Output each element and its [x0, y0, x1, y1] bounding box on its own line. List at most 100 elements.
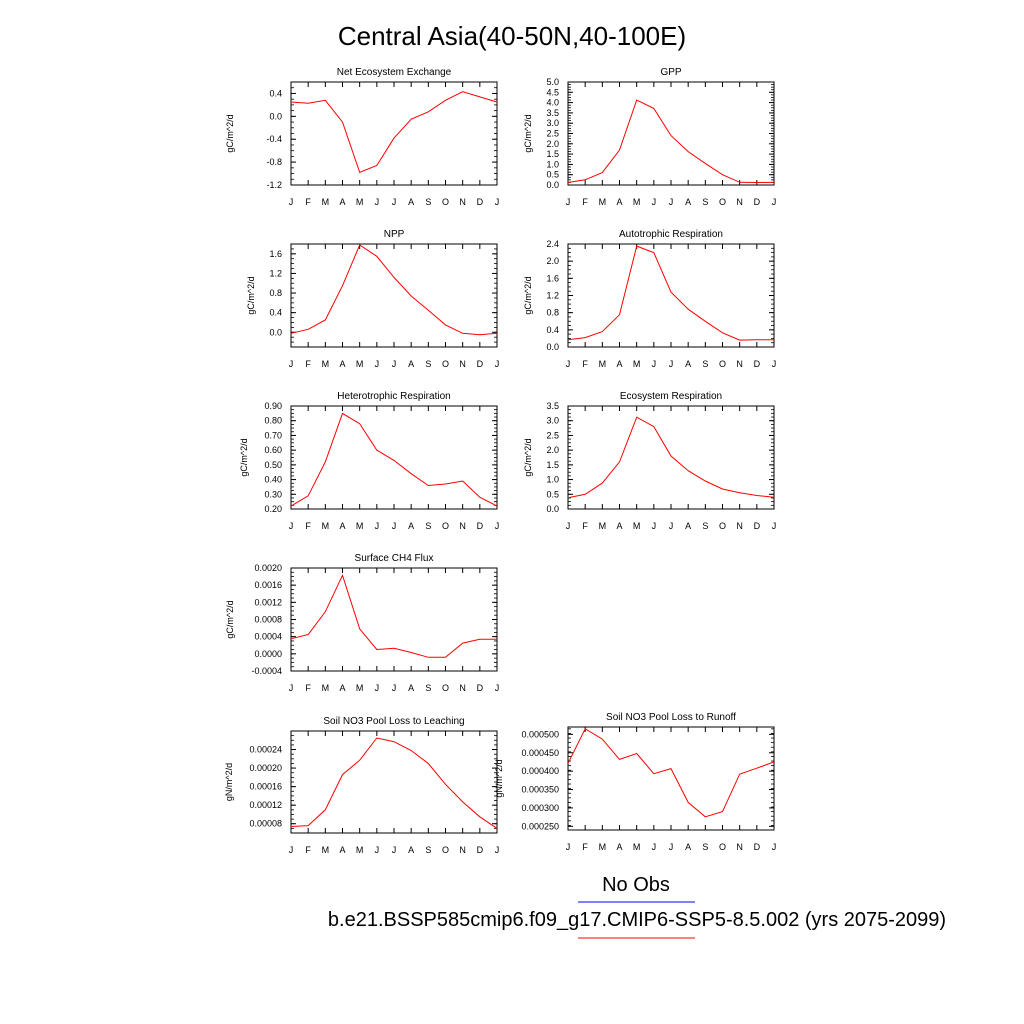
x-tick-label: A	[616, 359, 622, 369]
panel-title: Surface CH4 Flux	[355, 553, 434, 564]
x-tick-label: M	[599, 521, 607, 531]
x-tick-label: S	[425, 683, 431, 693]
x-tick-label: O	[442, 845, 449, 855]
x-tick-label: F	[305, 845, 311, 855]
x-tick-label: A	[339, 359, 345, 369]
y-tick-label: 0.0	[269, 327, 282, 337]
x-tick-label: M	[322, 521, 330, 531]
y-axis-label: gN/m^2/d	[494, 759, 504, 797]
y-tick-label: 0.0020	[254, 563, 282, 573]
y-tick-label: 2.0	[546, 445, 559, 455]
x-tick-label: O	[442, 521, 449, 531]
y-tick-label: 0.40	[264, 475, 282, 485]
legend: No Obs b.e21.BSSP585cmip6.f09_g17.CMIP6-…	[328, 874, 946, 939]
x-tick-label: J	[289, 197, 294, 207]
x-tick-label: O	[719, 842, 726, 852]
x-tick-label: A	[685, 842, 691, 852]
y-tick-label: 0.0	[546, 342, 559, 352]
x-tick-label: J	[375, 197, 380, 207]
x-tick-label: J	[652, 842, 657, 852]
x-tick-label: J	[772, 842, 777, 852]
y-axis-label: gN/m^2/d	[224, 763, 234, 801]
y-axis-label: gC/m^2/d	[523, 276, 533, 314]
x-tick-label: D	[754, 521, 761, 531]
y-tick-label: 3.5	[546, 401, 559, 411]
x-tick-label: D	[477, 197, 484, 207]
x-tick-label: M	[322, 845, 330, 855]
x-tick-label: J	[495, 359, 500, 369]
x-tick-label: O	[442, 359, 449, 369]
y-tick-label: 4.0	[546, 98, 559, 108]
y-tick-label: 0.50	[264, 460, 282, 470]
y-tick-label: 2.5	[546, 430, 559, 440]
y-tick-label: 0.000300	[521, 803, 559, 813]
x-tick-label: A	[408, 845, 414, 855]
x-tick-label: O	[719, 359, 726, 369]
y-tick-label: 0.5	[546, 170, 559, 180]
y-tick-label: 1.0	[546, 159, 559, 169]
x-tick-label: S	[425, 359, 431, 369]
series-line-model	[290, 573, 497, 658]
x-tick-label: J	[375, 521, 380, 531]
x-tick-label: S	[702, 521, 708, 531]
y-tick-label: 1.0	[546, 475, 559, 485]
x-tick-label: J	[289, 683, 294, 693]
x-tick-label: M	[322, 197, 330, 207]
y-tick-label: 0.000400	[521, 766, 559, 776]
x-tick-label: M	[633, 197, 641, 207]
x-tick-label: S	[702, 359, 708, 369]
x-tick-label: J	[375, 845, 380, 855]
y-tick-label: 0.0012	[254, 597, 282, 607]
y-tick-label: 0.60	[264, 445, 282, 455]
x-tick-label: J	[495, 845, 500, 855]
x-tick-label: S	[425, 845, 431, 855]
y-tick-label: 1.5	[546, 460, 559, 470]
x-tick-label: A	[339, 197, 345, 207]
x-tick-label: J	[652, 521, 657, 531]
page-title: Central Asia(40-50N,40-100E)	[338, 21, 686, 51]
x-tick-label: F	[305, 197, 311, 207]
x-tick-label: J	[566, 842, 571, 852]
legend-obs-label: No Obs	[602, 874, 670, 896]
y-tick-label: 3.0	[546, 118, 559, 128]
x-tick-label: D	[754, 197, 761, 207]
y-tick-label: 0.5	[546, 489, 559, 499]
x-tick-label: M	[599, 197, 607, 207]
y-tick-label: 0.4	[269, 308, 282, 318]
x-tick-label: A	[408, 683, 414, 693]
x-tick-label: N	[736, 359, 743, 369]
y-tick-label: 0.0	[269, 111, 282, 121]
x-tick-label: J	[495, 683, 500, 693]
y-tick-label: 0.20	[264, 504, 282, 514]
y-tick-label: 0.000250	[521, 821, 559, 831]
x-tick-label: N	[459, 683, 466, 693]
x-tick-label: J	[772, 521, 777, 531]
x-tick-label: J	[652, 197, 657, 207]
x-tick-label: M	[356, 359, 364, 369]
x-tick-label: J	[392, 359, 397, 369]
panel-title: GPP	[660, 67, 681, 78]
y-axis-label: gC/m^2/d	[225, 600, 235, 638]
x-tick-label: J	[392, 683, 397, 693]
y-axis-label: gC/m^2/d	[239, 438, 249, 476]
x-tick-label: A	[339, 683, 345, 693]
x-tick-label: A	[616, 842, 622, 852]
y-tick-label: 0.90	[264, 401, 282, 411]
y-axis-label: gC/m^2/d	[523, 438, 533, 476]
x-tick-label: J	[392, 521, 397, 531]
x-tick-label: J	[669, 521, 674, 531]
y-tick-label: 5.0	[546, 77, 559, 87]
x-tick-label: F	[582, 197, 588, 207]
x-tick-label: D	[477, 359, 484, 369]
y-tick-label: 0.00020	[249, 763, 282, 773]
y-tick-label: 0.000500	[521, 729, 559, 739]
x-tick-label: N	[459, 359, 466, 369]
x-tick-label: J	[392, 845, 397, 855]
